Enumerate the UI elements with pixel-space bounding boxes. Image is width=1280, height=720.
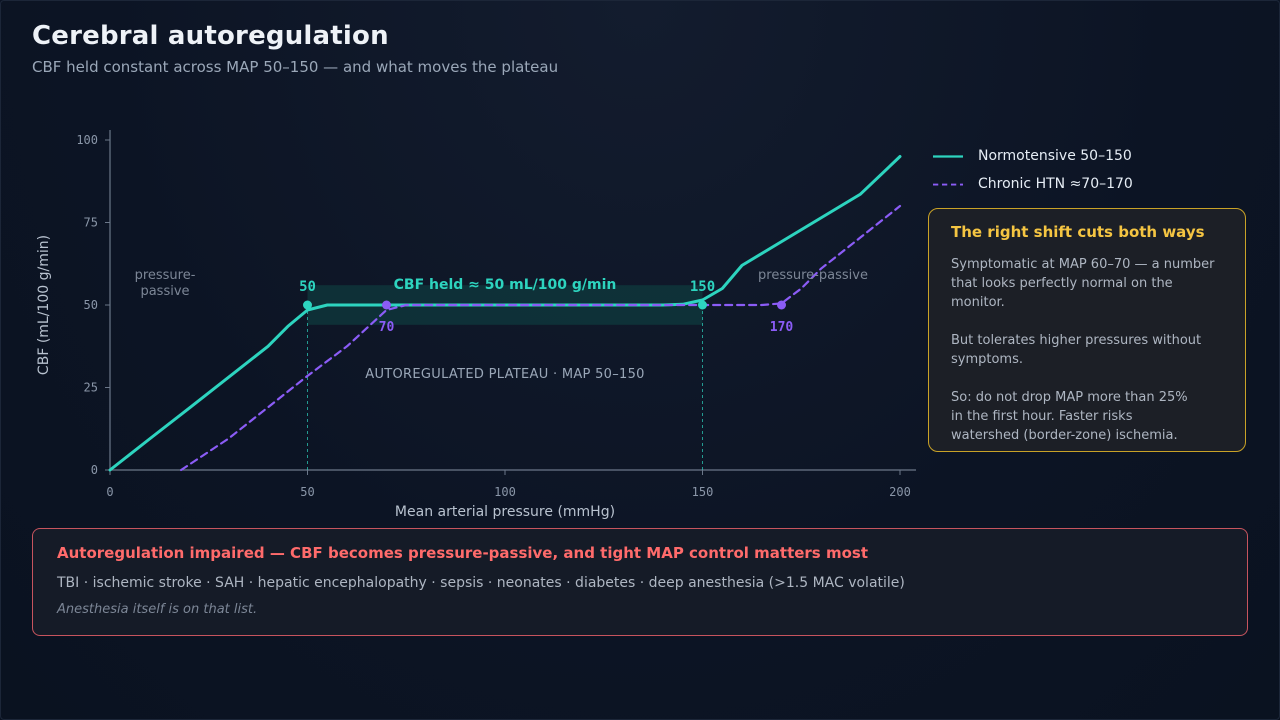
right-shift-callout: The right shift cuts both ways Symptomat…: [928, 208, 1246, 452]
legend-item-htn: Chronic HTN ≈70–170: [928, 170, 1133, 198]
breakpoint-marker: [698, 300, 707, 310]
breakpoint-label: 170: [770, 320, 794, 335]
plateau-caption: AUTOREGULATED PLATEAU · MAP 50–150: [365, 367, 645, 382]
plateau-label: CBF held ≈ 50 mL/100 g/min: [394, 277, 617, 293]
x-tick-label: 200: [889, 485, 911, 499]
breakpoint-label: 50: [299, 279, 316, 295]
y-tick-label: 50: [84, 298, 98, 312]
breakpoint-label: 70: [379, 320, 395, 335]
x-tick-label: 150: [692, 485, 714, 499]
legend-swatch-dashed: [933, 183, 963, 185]
x-tick-label: 0: [106, 485, 113, 499]
y-tick-label: 0: [91, 463, 98, 477]
x-tick-label: 100: [494, 485, 516, 499]
breakpoint-marker: [382, 300, 391, 310]
left-region-label: passive: [140, 284, 189, 299]
warning-title: Autoregulation impaired — CBF becomes pr…: [57, 544, 868, 562]
callout-paragraph-2: But tolerates higher pressures without s…: [951, 333, 1202, 367]
warning-conditions: TBI · ischemic stroke · SAH · hepatic en…: [57, 575, 905, 591]
warning-note: Anesthesia itself is on that list.: [57, 602, 258, 617]
y-tick-label: 100: [76, 133, 98, 147]
callout-title: The right shift cuts both ways: [951, 223, 1205, 241]
legend-label-htn: Chronic HTN ≈70–170: [978, 176, 1133, 192]
x-axis-label: Mean arterial pressure (mmHg): [395, 504, 615, 520]
page-title: Cerebral autoregulation: [32, 21, 389, 51]
right-region-label: pressure-passive: [758, 268, 868, 283]
chart-legend: Normotensive 50–150 Chronic HTN ≈70–170: [928, 142, 1133, 198]
y-axis-label: CBF (mL/100 g/min): [36, 235, 52, 375]
page-subtitle: CBF held constant across MAP 50–150 — an…: [32, 58, 559, 76]
breakpoint-marker: [303, 300, 312, 310]
x-tick-label: 50: [300, 485, 314, 499]
chronic-htn-curve: [180, 204, 902, 472]
impaired-autoregulation-panel: Autoregulation impaired — CBF becomes pr…: [32, 528, 1248, 636]
legend-label-normotensive: Normotensive 50–150: [978, 148, 1132, 164]
legend-item-normotensive: Normotensive 50–150: [928, 142, 1133, 170]
callout-paragraph-1: Symptomatic at MAP 60–70 — a number that…: [951, 257, 1215, 310]
breakpoint-label: 150: [690, 279, 715, 295]
y-tick-label: 75: [84, 216, 98, 230]
y-tick-label: 25: [84, 381, 98, 395]
callout-paragraph-3: So: do not drop MAP more than 25% in the…: [951, 390, 1188, 443]
breakpoint-marker: [777, 300, 786, 310]
legend-swatch-solid: [933, 154, 963, 158]
left-region-label: pressure-: [135, 268, 196, 283]
